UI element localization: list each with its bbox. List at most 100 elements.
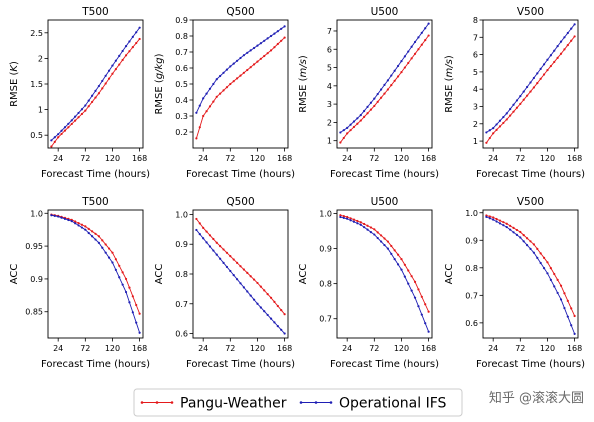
plot-frame: [336, 209, 433, 339]
data-point: [349, 217, 352, 220]
data-point: [219, 92, 222, 95]
data-point: [400, 71, 403, 74]
data-point: [366, 228, 369, 231]
data-point: [559, 298, 563, 301]
data-point: [63, 126, 67, 129]
series-line: [486, 24, 575, 133]
data-point: [403, 66, 406, 69]
chart-panel: U500 24 72 120 168 0.7 0.8 0.9 1.0 Forecast Time …: [298, 196, 439, 370]
data-point: [77, 222, 80, 225]
data-point: [522, 240, 525, 243]
x-tick-label: 24: [488, 154, 498, 163]
data-point: [356, 117, 359, 120]
data-point: [222, 261, 225, 264]
chart-panel: T500 24 72 120 168 0.85 0.9 0.95 1.0 Forecast Tim…: [9, 196, 150, 370]
data-point: [417, 36, 420, 39]
data-point: [536, 247, 539, 250]
data-point: [124, 290, 128, 294]
legend-marker: [299, 401, 303, 404]
data-point: [380, 234, 383, 237]
data-point: [128, 50, 131, 53]
data-point: [529, 240, 532, 243]
data-point: [215, 241, 218, 244]
data-point: [424, 322, 427, 325]
series-line: [195, 26, 285, 113]
data-point: [573, 35, 576, 38]
data-point: [393, 258, 396, 261]
data-point: [373, 233, 376, 236]
data-point: [342, 136, 345, 140]
data-point: [225, 265, 229, 269]
data-point: [91, 100, 94, 104]
chart-title: U500: [371, 196, 399, 208]
data-point: [396, 253, 400, 256]
data-point: [242, 286, 245, 289]
data-point: [212, 82, 215, 86]
legend-marker: [170, 401, 174, 404]
data-point: [502, 115, 505, 119]
data-point: [276, 42, 279, 46]
y-tick-label: 0.6: [465, 319, 478, 328]
x-tick-label: 168: [421, 154, 436, 163]
data-point: [556, 45, 559, 48]
data-point: [266, 313, 269, 317]
data-point: [373, 228, 376, 231]
data-point: [522, 90, 525, 93]
data-point: [283, 332, 286, 335]
data-point: [566, 43, 569, 47]
chart-title: Q500: [226, 196, 254, 208]
x-tick-label: 168: [421, 344, 436, 353]
data-point: [363, 115, 366, 119]
data-point: [420, 295, 423, 298]
data-point: [380, 88, 383, 91]
y-tick-label: 0.8: [465, 264, 478, 273]
data-point: [570, 39, 573, 42]
plot-frame: [482, 19, 579, 149]
data-point: [532, 243, 535, 246]
data-point: [259, 42, 262, 45]
data-point: [50, 214, 53, 217]
x-tick-label: 72: [369, 154, 379, 163]
legend-box: [133, 388, 463, 417]
data-point: [536, 256, 539, 259]
x-tick-label: 24: [488, 344, 498, 353]
data-point: [242, 54, 245, 57]
data-point: [356, 122, 359, 125]
data-point: [519, 230, 522, 234]
data-point: [485, 141, 488, 144]
data-point: [256, 44, 259, 47]
data-point: [107, 256, 111, 259]
x-tick-label: 72: [515, 344, 525, 353]
x-tick-label: 120: [250, 154, 265, 163]
data-point: [205, 110, 208, 113]
y-tick-label: 4: [473, 85, 478, 94]
data-point: [529, 90, 532, 93]
data-point: [269, 296, 273, 299]
data-point: [556, 291, 559, 295]
data-point: [53, 140, 56, 143]
data-point: [229, 65, 232, 68]
data-point: [342, 215, 345, 218]
data-point: [366, 112, 369, 115]
legend-label: Operational IFS: [339, 396, 447, 412]
y-tick-label: 0.5: [30, 131, 43, 140]
data-point: [515, 99, 519, 102]
data-point: [488, 129, 491, 132]
data-point: [138, 26, 141, 29]
data-point: [74, 220, 77, 223]
data-point: [542, 256, 546, 259]
chart-panel: U500 24 72 120 168 1 2 3 4 5 6 7 Forecast Time (hour…: [298, 6, 439, 180]
y-tick-label: 0.9: [319, 245, 332, 254]
data-point: [339, 214, 342, 217]
legend-marker: [140, 401, 144, 404]
data-point: [485, 131, 488, 134]
data-point: [97, 235, 100, 238]
data-point: [498, 125, 502, 128]
data-point: [383, 243, 386, 247]
data-point: [386, 88, 389, 91]
data-point: [376, 92, 379, 96]
x-tick-label: 120: [540, 154, 555, 163]
data-point: [114, 258, 117, 261]
data-point: [225, 251, 229, 254]
